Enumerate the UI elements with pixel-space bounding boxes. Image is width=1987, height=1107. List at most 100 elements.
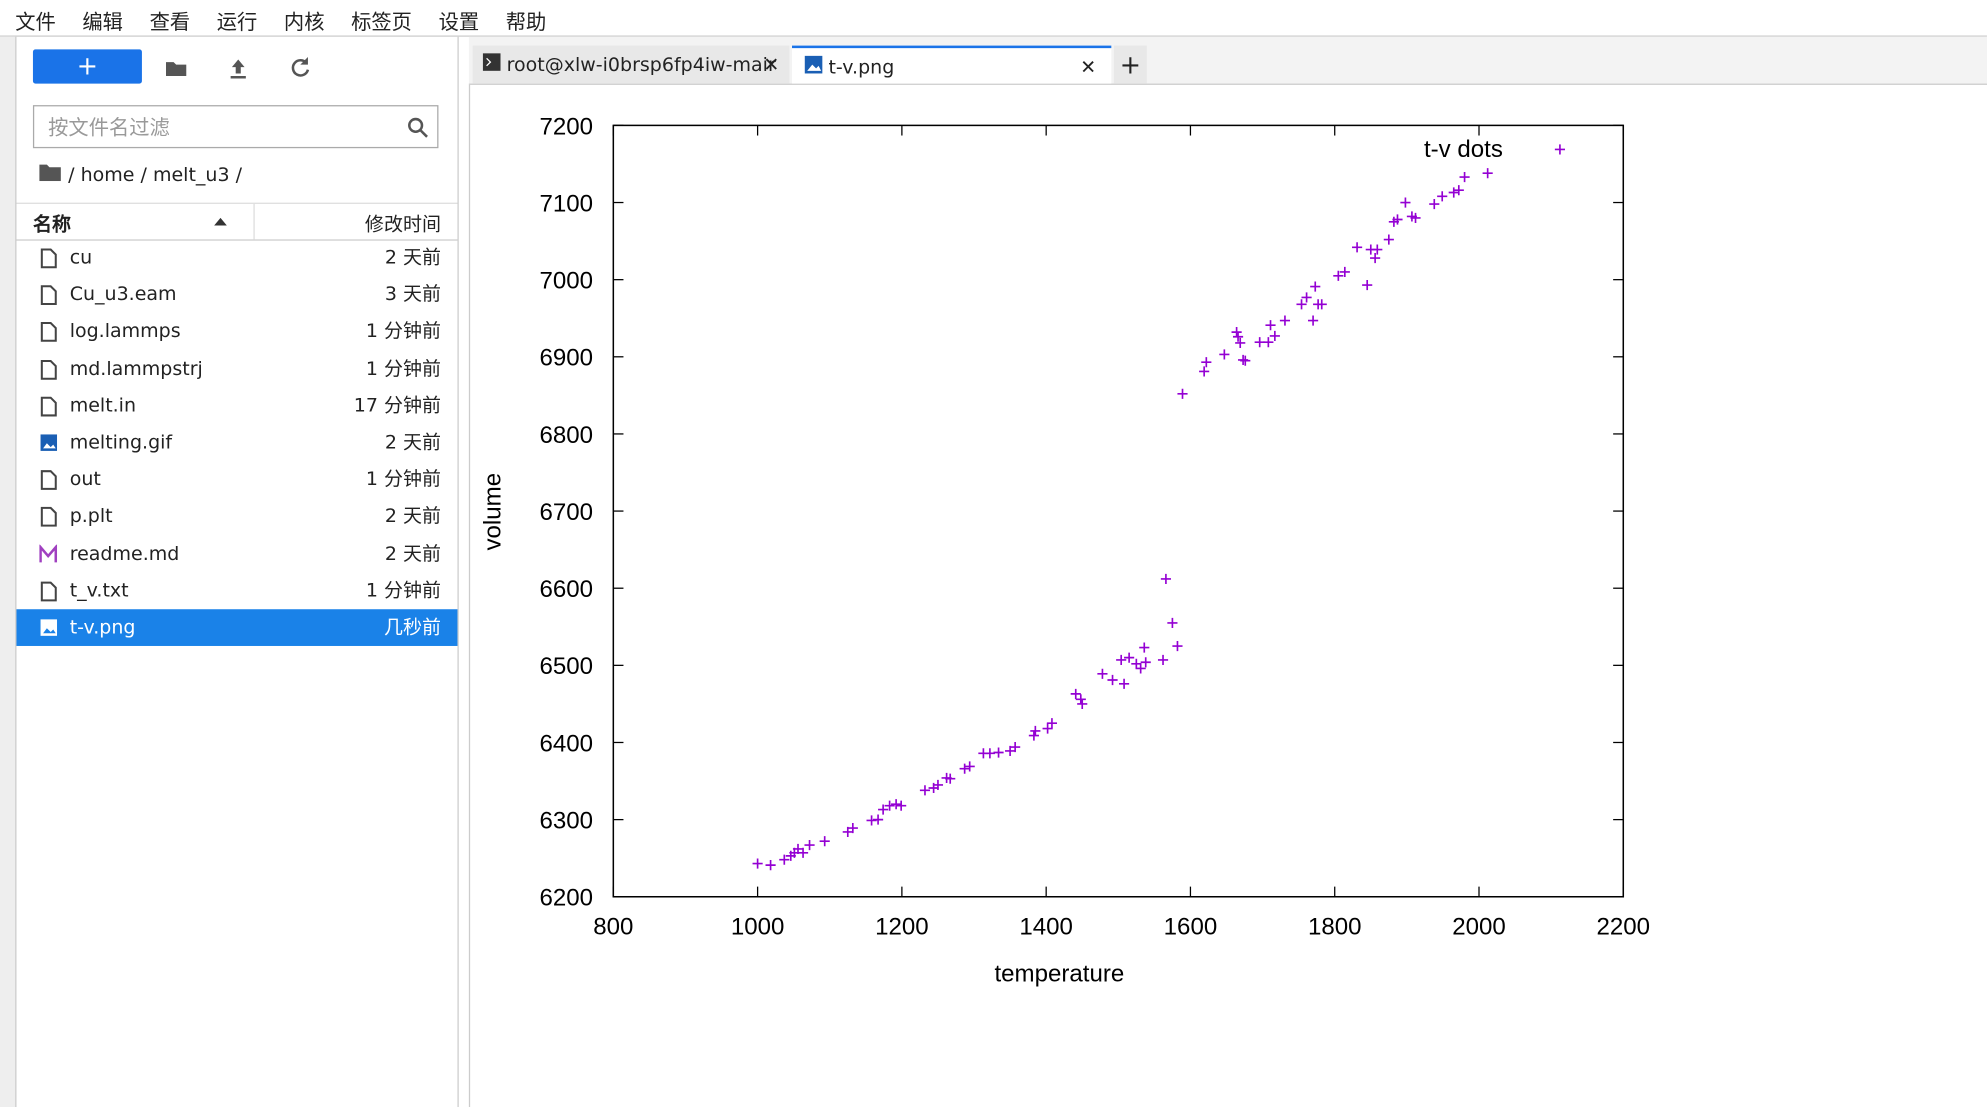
point	[993, 747, 1004, 758]
y-tick-label: 7100	[540, 190, 594, 217]
menu-item[interactable]: 标签页	[351, 10, 412, 35]
point	[1075, 694, 1086, 705]
point	[873, 814, 884, 825]
file-modified: 1 分钟前	[365, 319, 441, 343]
refresh-button[interactable]	[288, 49, 313, 83]
breadcrumb: / home / melt_u3 /	[39, 163, 242, 186]
point	[1107, 674, 1118, 686]
tab[interactable]: t-v.png ✕	[792, 45, 1112, 84]
point	[1177, 388, 1188, 399]
file-row[interactable]: md.lammpstrj 1 分钟前	[16, 350, 457, 387]
file-icon	[40, 396, 57, 417]
point	[1459, 172, 1470, 183]
point	[1232, 331, 1244, 342]
side-bar	[0, 36, 17, 1107]
y-tick-label: 7000	[540, 268, 594, 295]
file-modified: 2 天前	[384, 504, 441, 528]
file-row[interactable]: readme.md 2 天前	[16, 535, 457, 572]
breadcrumb-path[interactable]: / home / melt_u3 /	[68, 163, 243, 187]
file-name: p.plt	[69, 504, 113, 528]
menu-item[interactable]: 内核	[283, 10, 325, 35]
file-row[interactable]: melt.in 17 分钟前	[16, 387, 457, 424]
point	[1263, 337, 1274, 348]
point	[1235, 337, 1246, 348]
tab-title: t-v.png	[828, 55, 895, 79]
file-icon	[40, 581, 57, 601]
point	[779, 854, 790, 865]
upload-button[interactable]	[226, 49, 251, 83]
menu-item[interactable]: 帮助	[505, 10, 547, 35]
point	[1308, 315, 1319, 326]
point	[1453, 185, 1464, 196]
point	[1269, 330, 1280, 342]
filter-input[interactable]: 按文件名过滤	[32, 105, 439, 149]
x-tick-label: 1600	[1164, 914, 1218, 941]
file-row[interactable]: p.plt 2 天前	[16, 498, 457, 535]
close-button[interactable]: ✕	[763, 53, 780, 76]
point	[1482, 168, 1493, 179]
point	[1410, 212, 1421, 224]
point	[1231, 327, 1242, 338]
point	[1116, 654, 1127, 666]
file-row[interactable]: cu 2 天前	[16, 239, 457, 276]
point	[1135, 663, 1146, 674]
search-icon	[408, 117, 428, 138]
menu-item[interactable]: 运行	[216, 10, 258, 35]
point	[765, 860, 776, 871]
file-icon	[40, 322, 57, 343]
point	[1254, 337, 1265, 348]
y-tick-label: 6700	[540, 499, 594, 526]
file-row[interactable]: t_v.txt 1 分钟前	[16, 572, 457, 609]
menu-item[interactable]: 编辑	[82, 10, 123, 35]
file-modified: 2 天前	[384, 541, 441, 565]
point	[964, 761, 975, 772]
y-tick-label: 6400	[540, 730, 594, 757]
file-row[interactable]: Cu_u3.eam 3 天前	[16, 276, 457, 313]
point	[1157, 654, 1169, 666]
y-tick-label: 7200	[540, 113, 594, 140]
new-folder-button[interactable]	[163, 49, 188, 83]
file-modified: 几秒前	[383, 615, 441, 639]
file-name: md.lammpstrj	[69, 356, 203, 380]
tab[interactable]: root@xlw-i0brsp6fp4iw-mair ✕	[472, 45, 790, 84]
y-axis-label: volume	[480, 473, 507, 551]
x-tick-label: 800	[593, 914, 633, 941]
y-tick-label: 6600	[540, 576, 594, 603]
file-icon	[40, 470, 57, 491]
file-name: Cu_u3.eam	[69, 282, 177, 306]
folder-icon	[39, 164, 61, 182]
file-browser: + 按文件名过滤 / home / melt_u3 / 名称 修改时间 cu 2 …	[16, 36, 459, 1107]
point	[1010, 742, 1021, 753]
sort-icon	[214, 217, 227, 226]
point	[1383, 234, 1394, 245]
point	[945, 773, 956, 784]
file-row[interactable]: t-v.png 几秒前	[16, 609, 458, 647]
point	[878, 804, 889, 815]
file-modified: 3 天前	[384, 282, 441, 306]
file-modified: 2 天前	[384, 245, 441, 269]
close-button[interactable]: ✕	[1080, 55, 1097, 79]
point	[1372, 244, 1383, 255]
add-tab-button[interactable]: +	[1113, 45, 1147, 84]
file-name: readme.md	[69, 541, 180, 565]
file-name: melting.gif	[69, 430, 173, 454]
file-row[interactable]: log.lammps 1 分钟前	[16, 313, 457, 350]
file-icon	[39, 544, 58, 562]
file-list: cu 2 天前 Cu_u3.eam 3 天前 log.lammps 1 分钟前 md.lam…	[16, 239, 458, 647]
file-row[interactable]: out 1 分钟前	[16, 461, 457, 498]
new-launcher-button[interactable]: +	[32, 49, 142, 84]
file-row[interactable]: melting.gif 2 天前	[16, 424, 457, 461]
menu-item[interactable]: 文件	[15, 10, 56, 35]
point	[1167, 617, 1178, 628]
column-modified[interactable]: 修改时间	[364, 212, 441, 236]
tab-bar: root@xlw-i0brsp6fp4iw-mair ✕ t-v.png ✕ +	[468, 36, 1987, 85]
point	[896, 800, 907, 811]
point	[1310, 281, 1321, 292]
menu-item[interactable]: 查看	[149, 10, 191, 35]
file-icon	[40, 434, 58, 451]
column-name[interactable]: 名称	[32, 212, 71, 236]
point	[1140, 657, 1151, 668]
legend-label: t-v dots	[1424, 136, 1503, 163]
menu-item[interactable]: 设置	[438, 10, 480, 35]
